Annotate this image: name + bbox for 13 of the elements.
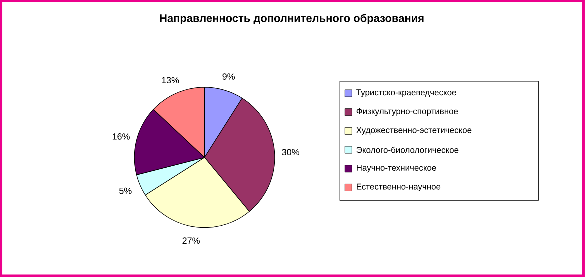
- data-label: 27%: [182, 238, 200, 244]
- legend-label: Эколого-биолологическое: [356, 146, 459, 154]
- data-label: 13%: [162, 77, 180, 84]
- legend-label: Физкультурно-спортивное: [356, 108, 458, 116]
- data-label: 16%: [112, 133, 130, 140]
- data-label: 5%: [120, 188, 132, 194]
- legend-label: Научно-техническое: [357, 164, 436, 173]
- legend-label: Художественно-эстетическое: [356, 127, 472, 135]
- data-label: 30%: [282, 149, 300, 156]
- data-label: 9%: [222, 74, 236, 80]
- legend-label: Естественно-научное: [357, 184, 441, 192]
- legend-label: Туристско-краеведческое: [356, 90, 456, 98]
- chart-title: Направленность дополнительного образования: [160, 14, 424, 24]
